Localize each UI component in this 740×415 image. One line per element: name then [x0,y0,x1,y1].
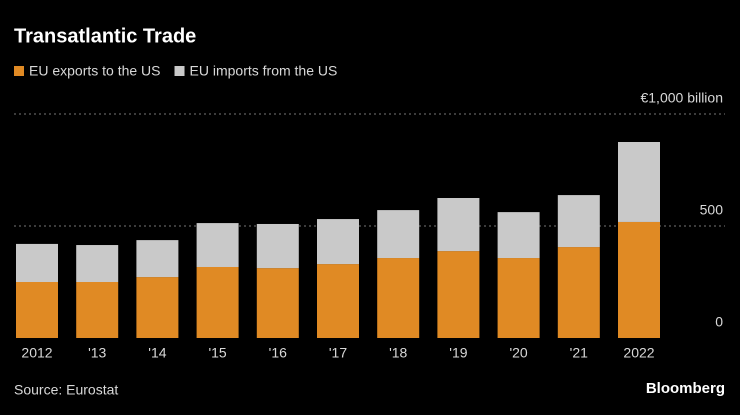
source: Source: Eurostat [14,382,118,398]
x-tick-label: '18 [389,345,407,361]
x-tick-label: '13 [88,345,106,361]
y-tick-label: 0 [715,314,723,330]
bar [497,212,540,259]
bar [76,245,119,282]
x-tick-label: '14 [148,345,166,361]
bar [557,247,600,338]
x-tick-label: '20 [509,345,527,361]
chart-title: Transatlantic Trade [14,25,196,47]
x-tick-label: '17 [329,345,347,361]
bar [377,210,420,259]
x-tick-label: 2012 [21,345,52,361]
legend-swatch [174,66,185,76]
x-tick-label: 2022 [623,345,654,361]
legend-label: EU imports from the US [190,63,338,79]
bar [136,240,179,278]
bar [618,142,660,222]
bar [16,243,58,282]
bar [317,219,359,265]
y-tick-label: 500 [700,202,724,218]
x-tick-label: '15 [208,345,226,361]
bar [437,251,480,338]
bar [557,195,600,248]
brand: Bloomberg [646,380,725,397]
bar [196,223,239,267]
bar [497,258,540,338]
bar [76,282,119,338]
bar [618,221,660,338]
bar [437,198,480,252]
bar [16,282,58,338]
bar [256,223,299,269]
bar [196,266,239,338]
bar [256,268,299,338]
x-tick-label: '19 [449,345,467,361]
bar [377,258,420,338]
x-tick-label: '21 [570,345,588,361]
bar [317,264,359,338]
x-tick-label: '16 [269,345,287,361]
legend-label: EU exports to the US [29,63,161,79]
bar [136,277,179,338]
y-tick-label: €1,000 billion [640,90,723,106]
legend-swatch [14,66,24,76]
